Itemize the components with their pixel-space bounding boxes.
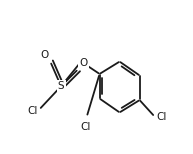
Text: O: O [41, 50, 49, 60]
Text: Cl: Cl [80, 122, 91, 132]
Text: S: S [58, 81, 64, 91]
Text: Cl: Cl [28, 106, 38, 116]
Text: Cl: Cl [157, 112, 167, 122]
Text: O: O [80, 58, 88, 68]
